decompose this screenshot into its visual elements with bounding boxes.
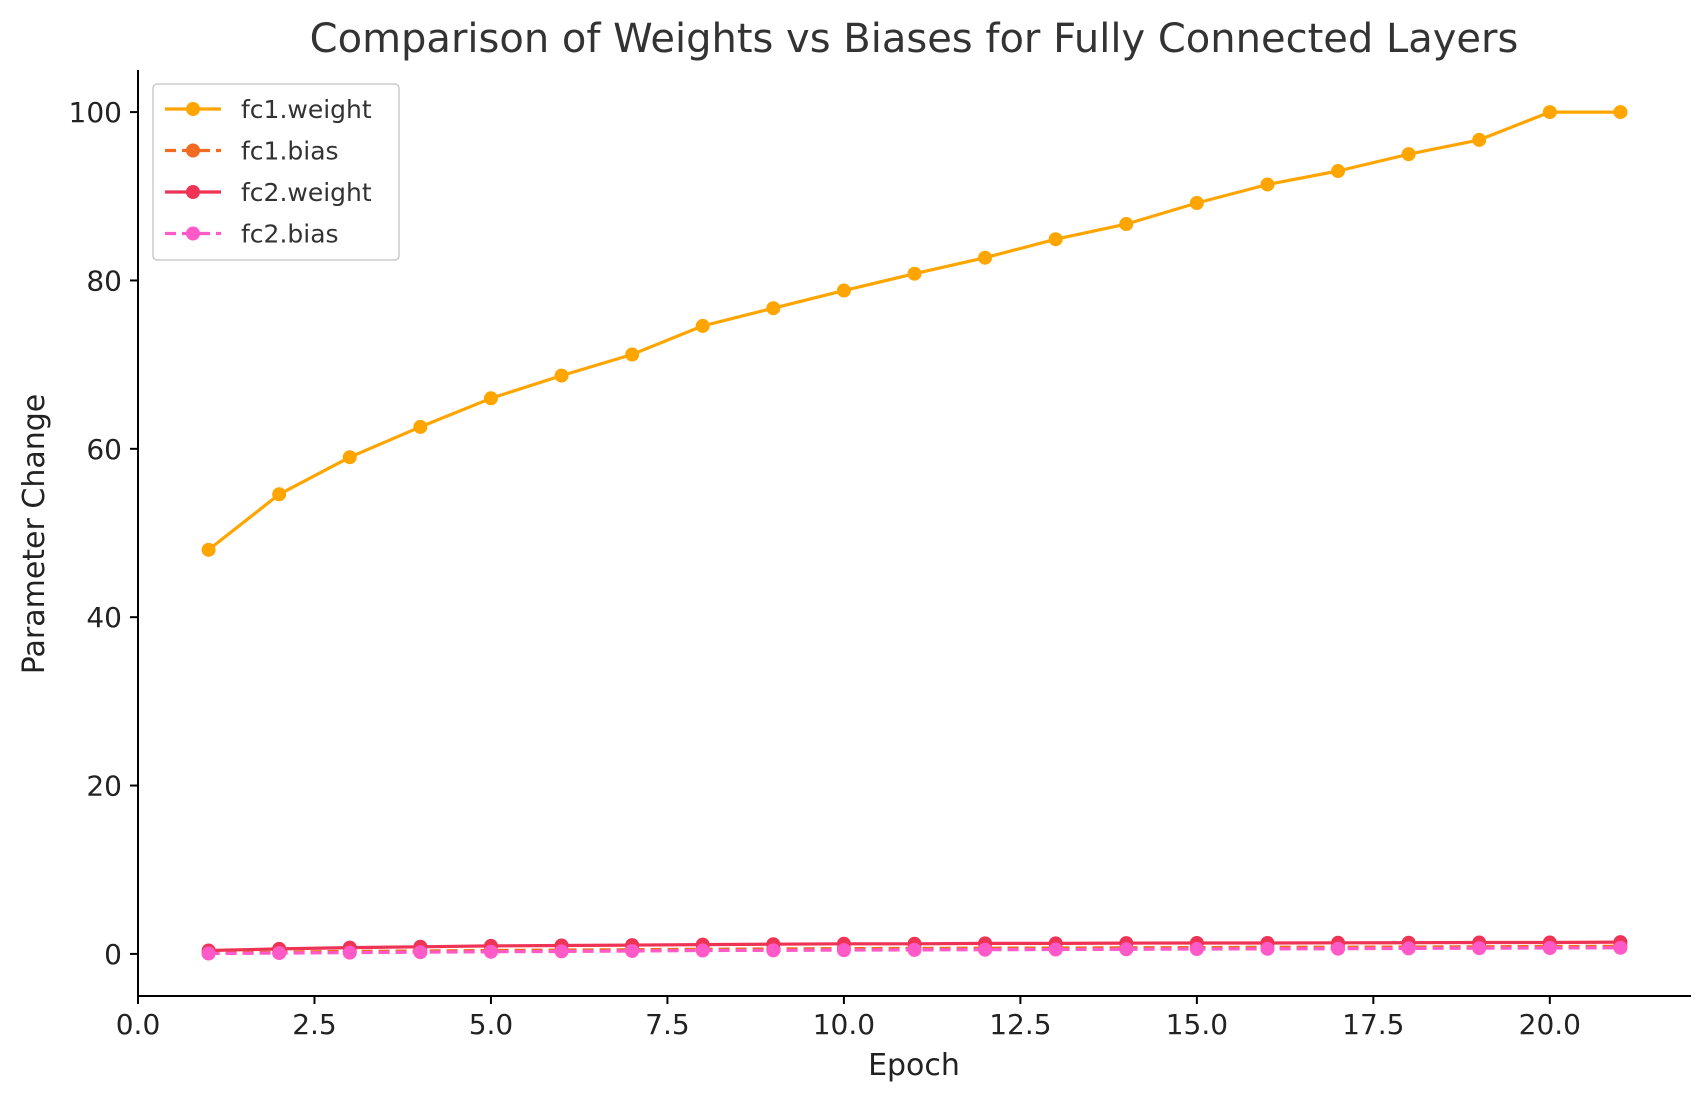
legend-label: fc1.bias [241, 137, 339, 166]
data-point [907, 266, 922, 281]
data-point [766, 943, 781, 958]
data-point [1119, 942, 1134, 957]
legend: fc1.weight fc1.bias fc2.weight fc2.bias [152, 83, 400, 261]
data-point [836, 943, 851, 958]
data-point [1331, 941, 1346, 956]
x-tick-label: 7.5 [645, 1008, 690, 1041]
data-point [1048, 232, 1063, 247]
data-point [554, 944, 569, 959]
x-tick-label: 5.0 [469, 1008, 514, 1041]
data-point [1542, 105, 1557, 120]
data-point [1189, 196, 1204, 211]
legend-item: fc2.bias [165, 220, 339, 249]
y-tick-label: 100 [69, 96, 122, 129]
legend-item: fc1.weight [165, 95, 372, 124]
data-point [766, 301, 781, 316]
y-tick-label: 80 [86, 264, 122, 297]
legend-box [152, 83, 400, 261]
data-point [201, 946, 216, 961]
data-point [625, 943, 640, 958]
data-point [836, 283, 851, 298]
data-point [483, 944, 498, 959]
data-point [1189, 942, 1204, 957]
legend-marker [186, 102, 200, 116]
data-point [554, 368, 569, 383]
y-tick-label: 40 [86, 601, 122, 634]
y-tick-label: 0 [104, 938, 122, 971]
data-point [1048, 942, 1063, 957]
data-point [1542, 941, 1557, 956]
data-point [413, 945, 428, 960]
legend-marker [186, 226, 200, 241]
legend-marker [186, 185, 200, 199]
series-line [207, 110, 1621, 552]
x-tick-label: 20.0 [1519, 1008, 1581, 1041]
data-point [625, 347, 640, 362]
data-point [1613, 940, 1628, 955]
x-axis-label: Epoch [868, 1048, 960, 1083]
data-point [978, 942, 993, 957]
data-point [272, 487, 287, 502]
y-axis-label: Parameter Change [17, 394, 52, 674]
data-point [1260, 941, 1275, 956]
chart-title: Comparison of Weights vs Biases for Full… [310, 16, 1519, 62]
plot-area: 0.0 2.5 5.0 7.5 10.0 12.5 15.0 17.5 20.0 0 20 40 60 8… [69, 70, 1691, 1041]
data-point [1401, 147, 1416, 162]
data-point [907, 942, 922, 957]
data-point [201, 542, 216, 557]
legend-marker [186, 143, 200, 158]
data-point [342, 450, 357, 465]
data-point [1331, 164, 1346, 179]
x-tick-label: 10.0 [813, 1008, 875, 1041]
data-point [413, 419, 428, 434]
data-point [1260, 177, 1275, 192]
x-tick-label: 17.5 [1342, 1008, 1404, 1041]
data-point [342, 945, 357, 960]
data-point [1119, 217, 1134, 232]
data-point [1401, 941, 1416, 956]
x-tick-label: 0.0 [116, 1008, 161, 1041]
data-point [1472, 941, 1487, 956]
x-tick-label: 12.5 [989, 1008, 1051, 1041]
x-tick-label: 15.0 [1166, 1008, 1228, 1041]
legend-item: fc2.weight [165, 178, 372, 207]
data-point [483, 391, 498, 406]
legend-label: fc2.bias [241, 220, 339, 249]
series-fc2-bias [201, 940, 1628, 961]
data-point [978, 250, 993, 265]
data-point [695, 318, 710, 333]
data-point [1472, 132, 1487, 147]
series-fc1-weight [201, 105, 1628, 557]
data-point [272, 946, 287, 961]
data-point [695, 943, 710, 958]
x-tick-label: 2.5 [292, 1008, 337, 1041]
legend-label: fc1.weight [241, 95, 372, 124]
data-point [1613, 105, 1628, 120]
legend-label: fc2.weight [241, 178, 372, 207]
legend-item: fc1.bias [165, 137, 339, 166]
y-tick-label: 60 [86, 433, 122, 466]
y-tick-label: 20 [86, 770, 122, 803]
